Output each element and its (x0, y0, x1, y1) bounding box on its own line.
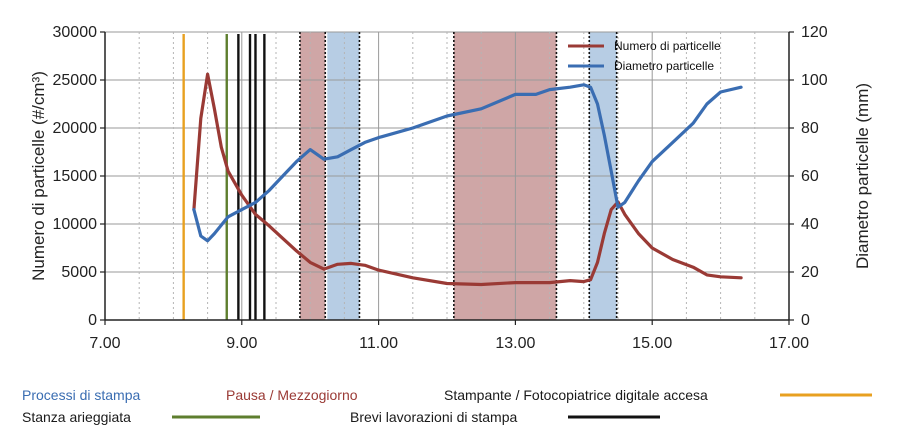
right-tick-label-4: 80 (801, 120, 819, 137)
right-axis-ticks: 0 20 40 60 80 100 120 (789, 24, 828, 329)
legend-brevi-lavorazioni: Brevi lavorazioni di stampa (350, 409, 518, 425)
left-tick-label-3: 15000 (53, 168, 98, 185)
left-axis-ticks: 0 5000 10000 15000 20000 25000 30000 (53, 24, 105, 329)
x-axis-ticks: 7.00 9.00 11.00 13.00 15.00 17.00 (89, 320, 809, 352)
right-tick-label-1: 20 (801, 264, 819, 281)
series-line-0 (192, 72, 743, 287)
right-tick-label-3: 60 (801, 168, 819, 185)
x-tick-label-1: 9.00 (226, 335, 257, 352)
x-tick-label-4: 15.00 (632, 335, 672, 352)
series-line-1 (192, 83, 743, 243)
legend-processi-di-stampa: Processi di stampa (22, 387, 140, 403)
left-tick-label-2: 10000 (53, 216, 98, 233)
legend-label-numero: Numero di particelle (614, 39, 721, 53)
right-tick-label-6: 120 (801, 24, 828, 41)
x-tick-label-5: 17.00 (769, 335, 809, 352)
series-lines (192, 72, 743, 287)
legend-stanza-arieggiata: Stanza arieggiata (22, 409, 131, 425)
x-tick-label-3: 13.00 (495, 335, 535, 352)
right-axis-title: Diametro particelle (mm) (853, 83, 872, 269)
x-tick-label-0: 7.00 (89, 335, 120, 352)
left-tick-label-0: 0 (88, 312, 97, 329)
left-tick-label-1: 5000 (61, 264, 97, 281)
right-tick-label-0: 0 (801, 312, 810, 329)
left-axis-title: Numero di particelle (#/cm³) (29, 71, 48, 281)
bottom-legend: Processi di stampa Pausa / Mezzogiorno S… (22, 387, 872, 425)
event-lines (182, 32, 618, 320)
right-tick-label-2: 40 (801, 216, 819, 233)
chart-legend: Numero di particelle Diametro particelle (568, 39, 721, 73)
right-tick-label-5: 100 (801, 72, 828, 89)
legend-label-diametro: Diametro particelle (614, 59, 714, 73)
left-tick-label-5: 25000 (53, 72, 98, 89)
left-tick-label-6: 30000 (53, 24, 98, 41)
legend-stampante-accesa: Stampante / Fotocopiatrice digitale acce… (444, 387, 708, 403)
legend-pausa-mezzogiorno: Pausa / Mezzogiorno (226, 387, 358, 403)
x-tick-label-2: 11.00 (359, 335, 398, 352)
left-tick-label-4: 20000 (53, 120, 98, 137)
